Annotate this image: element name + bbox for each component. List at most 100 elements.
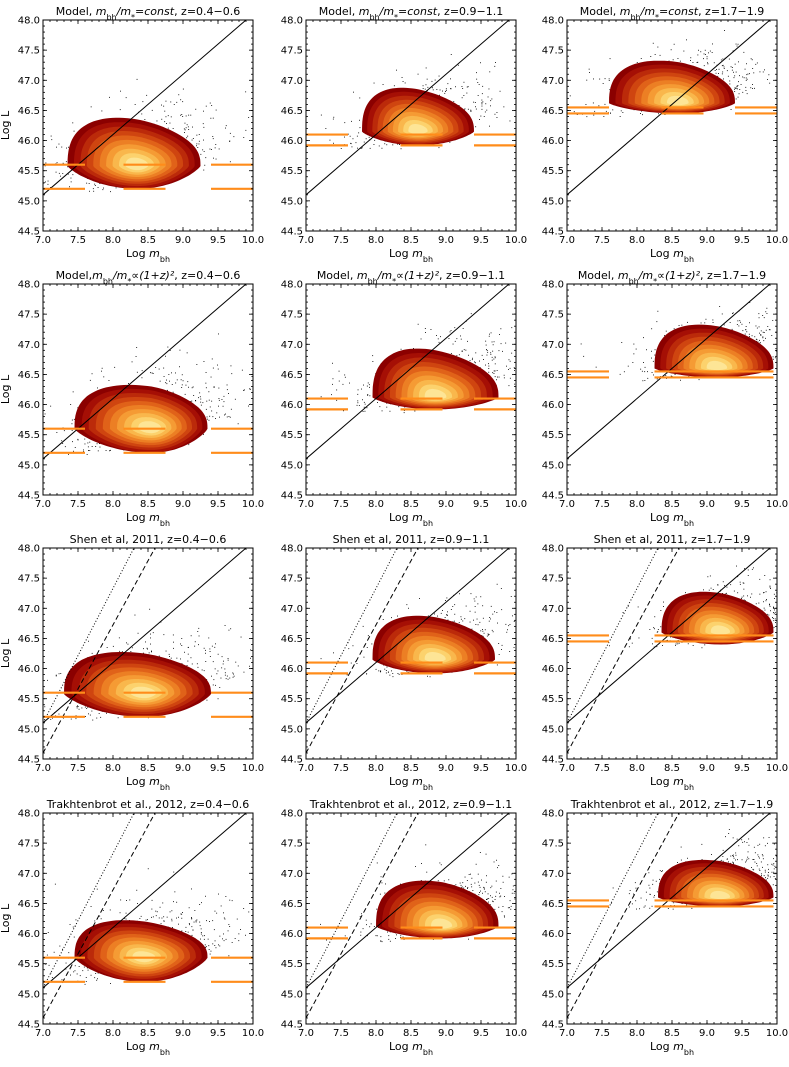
data-point bbox=[455, 341, 456, 342]
data-point bbox=[444, 93, 445, 94]
reference-line-solid bbox=[306, 278, 516, 459]
data-point bbox=[488, 363, 489, 364]
data-point bbox=[13, 448, 14, 449]
data-point bbox=[206, 106, 207, 107]
data-point bbox=[170, 123, 171, 124]
data-point bbox=[166, 380, 167, 381]
data-point bbox=[470, 110, 471, 111]
data-point bbox=[188, 126, 189, 127]
data-point bbox=[9, 162, 10, 163]
data-point bbox=[88, 713, 89, 714]
plot-area bbox=[13, 278, 297, 459]
data-point bbox=[766, 308, 767, 309]
y-tick-label: 45.0 bbox=[281, 196, 303, 207]
data-point bbox=[589, 69, 590, 70]
data-point bbox=[633, 344, 634, 345]
data-point bbox=[166, 116, 167, 117]
data-point bbox=[605, 78, 606, 79]
data-point bbox=[341, 148, 342, 149]
data-point bbox=[176, 658, 177, 659]
data-point bbox=[212, 136, 213, 137]
data-point bbox=[92, 720, 93, 721]
data-point bbox=[788, 328, 789, 329]
data-point bbox=[153, 373, 154, 374]
data-point bbox=[760, 71, 761, 72]
data-point bbox=[475, 102, 476, 103]
data-point bbox=[199, 392, 200, 393]
data-point bbox=[593, 115, 594, 116]
data-point bbox=[187, 136, 188, 137]
density-contours bbox=[75, 385, 208, 453]
data-point bbox=[221, 678, 222, 679]
data-point bbox=[456, 355, 457, 356]
data-point bbox=[768, 74, 769, 75]
data-point bbox=[173, 642, 174, 643]
data-point bbox=[392, 144, 393, 145]
data-point bbox=[107, 647, 108, 648]
data-point bbox=[199, 134, 200, 135]
data-point bbox=[537, 383, 538, 384]
data-point bbox=[203, 111, 204, 112]
data-point bbox=[377, 402, 378, 403]
data-point bbox=[203, 127, 204, 128]
data-point bbox=[150, 638, 151, 639]
y-tick-label: 48.0 bbox=[281, 16, 303, 27]
data-point bbox=[737, 46, 738, 47]
data-point bbox=[149, 609, 150, 610]
data-point bbox=[489, 126, 490, 127]
data-point bbox=[746, 90, 747, 91]
data-point bbox=[210, 103, 211, 104]
data-point bbox=[450, 78, 451, 79]
data-point bbox=[746, 74, 747, 75]
data-point bbox=[646, 349, 647, 350]
data-point bbox=[146, 95, 147, 96]
data-point bbox=[216, 159, 217, 160]
y-tick-label: 45.5 bbox=[281, 430, 303, 441]
data-point bbox=[487, 352, 488, 353]
data-point bbox=[509, 359, 510, 360]
data-point bbox=[197, 663, 198, 664]
data-point bbox=[655, 349, 656, 350]
data-point bbox=[678, 58, 679, 59]
data-point bbox=[599, 79, 600, 80]
data-point bbox=[586, 116, 587, 117]
data-point bbox=[365, 404, 366, 405]
data-point bbox=[674, 328, 675, 329]
data-point bbox=[353, 138, 354, 139]
data-point bbox=[47, 680, 48, 681]
data-point bbox=[775, 357, 776, 358]
data-point bbox=[199, 636, 200, 637]
data-point bbox=[116, 187, 117, 188]
data-point bbox=[445, 91, 446, 92]
data-point bbox=[66, 161, 67, 162]
data-point bbox=[33, 187, 34, 188]
data-point bbox=[699, 379, 700, 380]
data-point bbox=[724, 67, 725, 68]
y-tick-label: 45.0 bbox=[542, 196, 564, 207]
data-point bbox=[185, 394, 186, 395]
data-point bbox=[740, 322, 741, 323]
plot-area bbox=[567, 278, 789, 459]
data-point bbox=[729, 84, 730, 85]
data-point bbox=[642, 114, 643, 115]
data-point bbox=[358, 389, 359, 390]
data-point bbox=[120, 91, 121, 92]
data-point bbox=[363, 411, 364, 412]
data-point bbox=[233, 674, 234, 675]
data-point bbox=[745, 87, 746, 88]
plot-area bbox=[26, 542, 324, 753]
data-point bbox=[781, 29, 782, 30]
data-point bbox=[476, 109, 477, 110]
data-point bbox=[505, 343, 506, 344]
data-point bbox=[68, 454, 69, 455]
data-point bbox=[495, 363, 496, 364]
data-point bbox=[364, 407, 365, 408]
data-point bbox=[56, 432, 57, 433]
data-point bbox=[249, 388, 250, 389]
data-point bbox=[509, 385, 510, 386]
data-point bbox=[724, 68, 725, 69]
data-point bbox=[697, 55, 698, 56]
data-point bbox=[482, 86, 483, 87]
ticks bbox=[43, 548, 253, 759]
data-point bbox=[581, 344, 582, 345]
